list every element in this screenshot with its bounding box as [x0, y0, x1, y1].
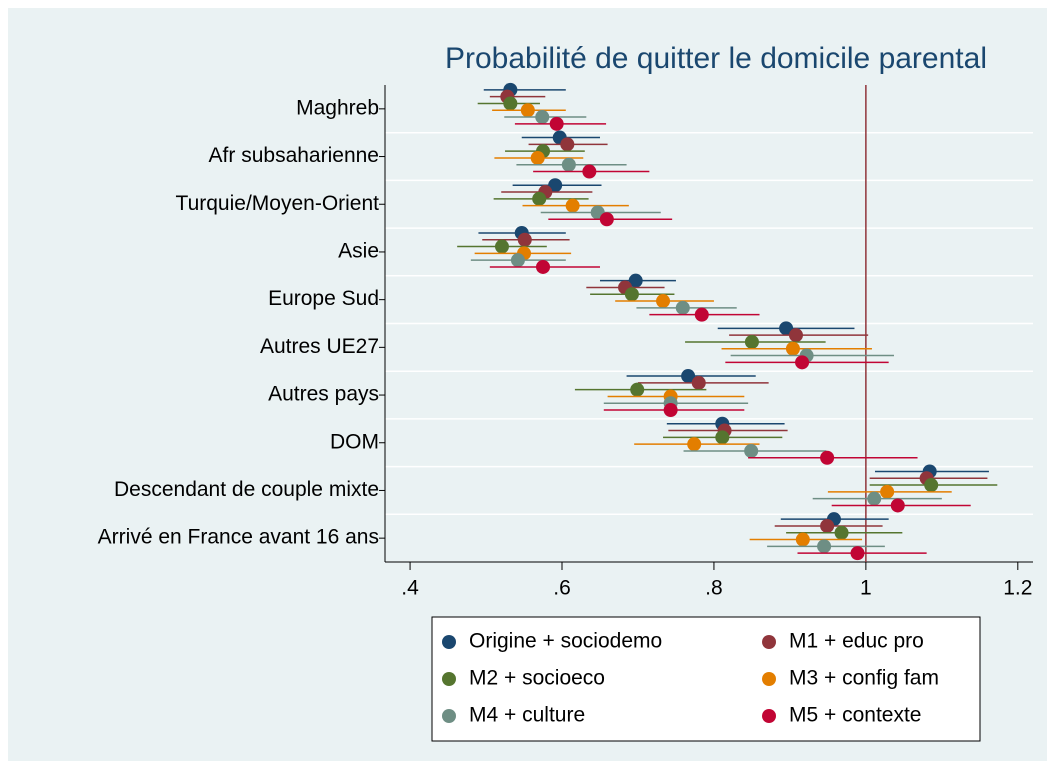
- point: [779, 321, 794, 336]
- point: [517, 232, 532, 247]
- y-tick-label: Europe Sud: [268, 287, 379, 310]
- point: [560, 137, 575, 152]
- y-tick-label: Descendant de couple mixte: [114, 478, 379, 501]
- point: [820, 518, 835, 533]
- legend-label: M5 + contexte: [789, 704, 922, 727]
- point: [691, 375, 706, 390]
- point: [503, 96, 518, 111]
- x-tick-label: .4: [401, 577, 419, 600]
- point: [880, 484, 895, 499]
- point: [924, 478, 939, 493]
- legend-label: M4 + culture: [469, 704, 585, 727]
- point: [744, 443, 759, 458]
- point: [694, 307, 709, 322]
- point: [494, 239, 509, 254]
- legend-label: Origine + sociodemo: [469, 630, 662, 653]
- y-tick-label: Maghreb: [296, 96, 379, 119]
- point: [630, 382, 645, 397]
- y-tick-label: Autres pays: [268, 383, 379, 406]
- point: [510, 253, 525, 268]
- point: [890, 498, 905, 513]
- point: [795, 532, 810, 547]
- point: [744, 334, 759, 349]
- legend-marker: [442, 672, 456, 686]
- point: [536, 259, 551, 274]
- legend-marker: [762, 635, 776, 649]
- point: [820, 450, 835, 465]
- point: [599, 212, 614, 227]
- y-tick-label: Arrivé en France avant 16 ans: [98, 526, 379, 549]
- point: [715, 430, 730, 445]
- point: [624, 287, 639, 302]
- legend-marker: [762, 709, 776, 723]
- point: [785, 341, 800, 356]
- point: [681, 369, 696, 384]
- y-tick-label: DOM: [330, 430, 379, 453]
- point: [582, 164, 597, 179]
- point: [850, 546, 865, 561]
- y-tick-label: Autres UE27: [260, 335, 379, 358]
- point: [535, 110, 550, 125]
- legend-label: M3 + config fam: [789, 667, 939, 690]
- chart-title: Probabilité de quitter le domicile paren…: [445, 42, 987, 75]
- x-tick-label: .8: [705, 577, 723, 600]
- y-tick-label: Afr subsaharienne: [209, 144, 379, 167]
- point: [795, 355, 810, 370]
- point: [628, 273, 643, 288]
- point: [834, 525, 849, 540]
- legend-label: M1 + educ pro: [789, 630, 924, 653]
- point: [867, 491, 882, 506]
- point: [549, 116, 564, 131]
- point: [548, 178, 563, 193]
- legend-marker: [762, 672, 776, 686]
- point: [565, 198, 580, 213]
- y-tick-label: Asie: [338, 239, 379, 262]
- point: [530, 150, 545, 165]
- point: [687, 437, 702, 452]
- point: [817, 539, 832, 554]
- point: [656, 294, 671, 309]
- y-tick-label: Turquie/Moyen-Orient: [176, 192, 380, 215]
- point: [532, 191, 547, 206]
- point: [788, 328, 803, 343]
- point: [675, 300, 690, 315]
- legend-marker: [442, 635, 456, 649]
- legend: [431, 616, 981, 742]
- point: [520, 103, 535, 118]
- x-tick-label: 1: [860, 577, 872, 600]
- point: [663, 403, 678, 418]
- x-tick-label: 1.2: [1003, 577, 1032, 600]
- x-tick-label: .6: [553, 577, 571, 600]
- point: [561, 157, 576, 172]
- legend-marker: [442, 709, 456, 723]
- legend-label: M2 + socioeco: [469, 667, 605, 690]
